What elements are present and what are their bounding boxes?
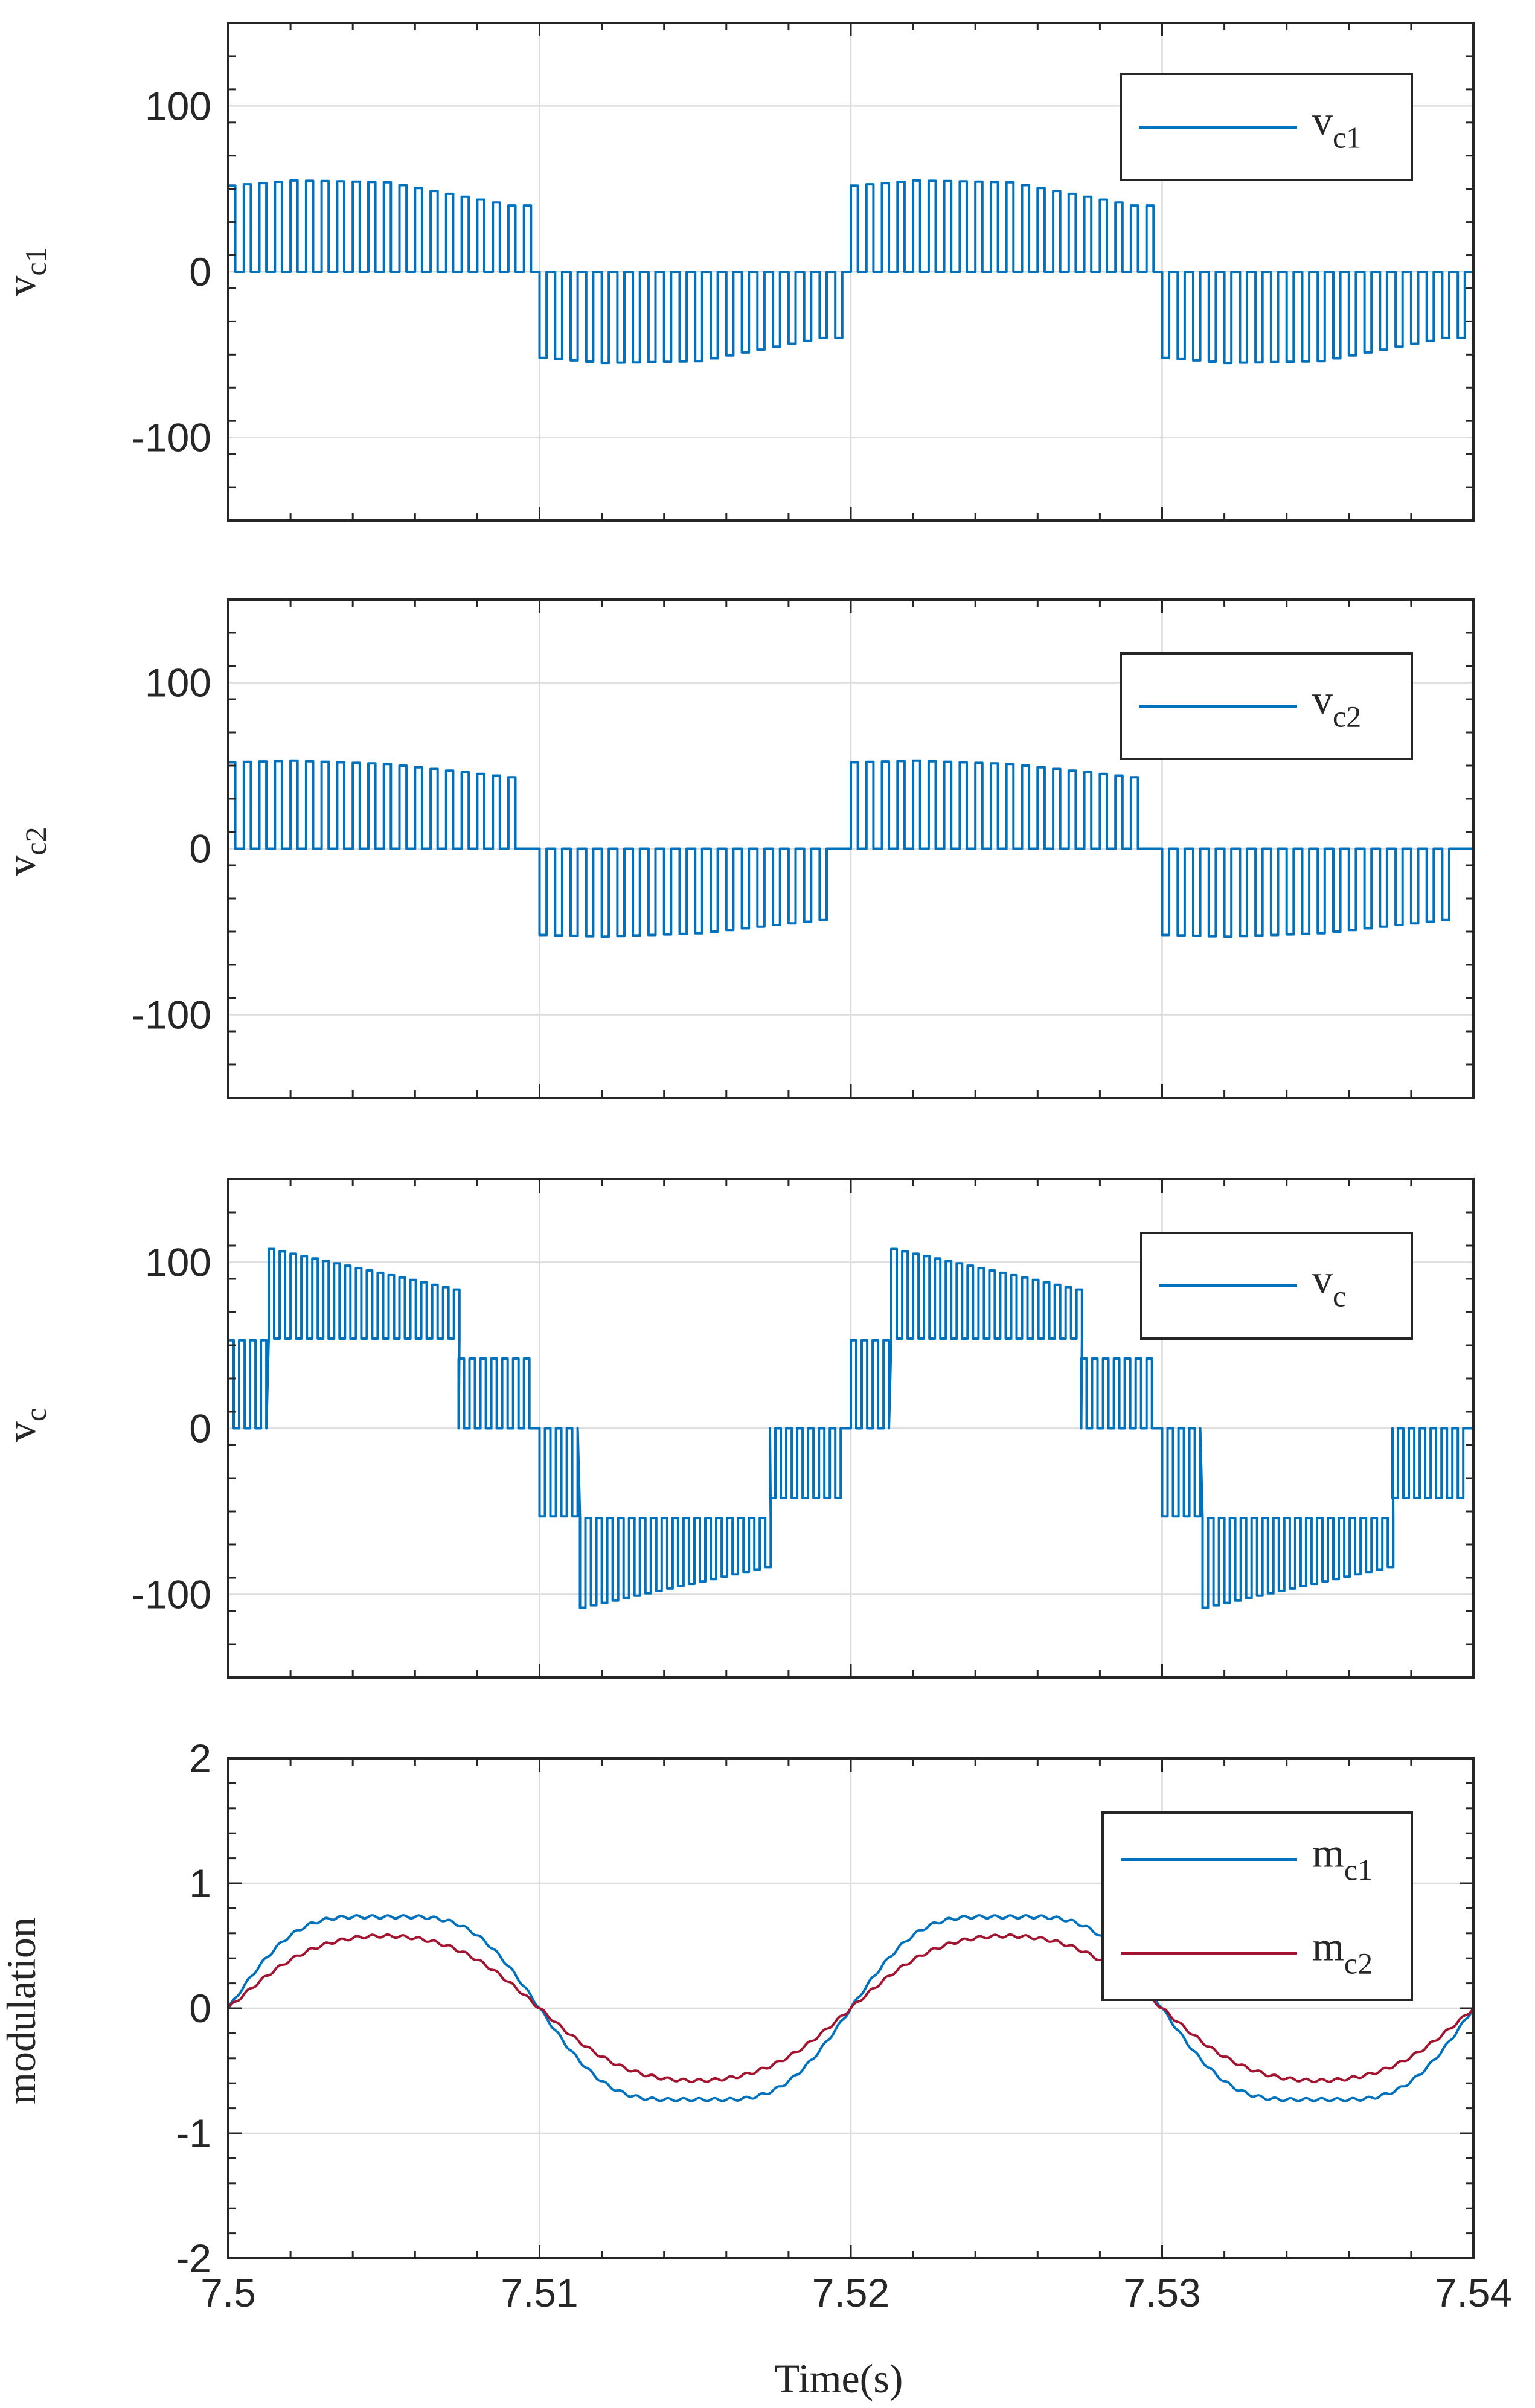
y-tick-labels: -100 0 100 <box>132 83 211 460</box>
y-tick-label: 100 <box>145 661 211 705</box>
series-v_c2 <box>227 759 1473 938</box>
x-axis-label: Time(s) <box>775 2355 903 2401</box>
legend-label-main: v <box>1312 1257 1333 1302</box>
legend-label: vc <box>1312 1257 1346 1313</box>
y-tick-label: 0 <box>189 249 211 294</box>
y-tick-label: 2 <box>189 1736 211 1781</box>
y-tick-label: 0 <box>189 1406 211 1451</box>
legend: vc2 <box>1120 652 1413 760</box>
y-tick-labels: -100 0 100 <box>132 1240 211 1617</box>
series-m_c2 <box>227 1933 1475 2084</box>
series-v_c <box>227 1247 1475 1609</box>
panel-vc: -100 0 100 vc vc <box>0 1178 1475 1679</box>
y-tick-label: 100 <box>145 1240 211 1285</box>
y-tick-labels: -2 -1 0 1 2 <box>176 1736 211 2281</box>
series-lines <box>227 759 1473 938</box>
series-v_c1 <box>227 179 1473 365</box>
panel-modulation: -2 -1 0 1 2 7.5 7.51 7.52 7.53 7.54 modulation m… <box>0 1736 1512 2315</box>
x-tick-label: 7.51 <box>501 2270 578 2315</box>
legend-label-sub: c1 <box>1333 121 1361 155</box>
legend-label: mc2 <box>1312 1924 1373 1981</box>
y-tick-label: -2 <box>176 2236 211 2281</box>
axis-ticks <box>227 22 1475 522</box>
legend-label: vc1 <box>1312 98 1361 155</box>
series-lines <box>227 1914 1475 2102</box>
x-tick-labels: 7.5 7.51 7.52 7.53 7.54 <box>200 2270 1512 2315</box>
legend-label-main: m <box>1312 1830 1344 1876</box>
legend-label-sub: c2 <box>1333 700 1361 734</box>
legend-label: vc2 <box>1312 677 1361 734</box>
panel-vc2: -100 0 100 vc2 vc2 <box>0 598 1475 1099</box>
legend-label: mc1 <box>1312 1830 1373 1887</box>
y-axis-label: modulation <box>0 1917 44 2104</box>
legend-box <box>1101 1811 1413 2001</box>
axis-ticks <box>227 1757 1475 2259</box>
legend: vc <box>1140 1232 1413 1340</box>
legend: vc1 <box>1120 73 1413 181</box>
legend-label-main: v <box>1312 98 1333 144</box>
y-tick-label: 1 <box>189 1861 211 1906</box>
axis-ticks <box>227 1178 1475 1679</box>
legend-label-sub: c <box>1333 1279 1346 1313</box>
y-tick-label: -100 <box>132 415 211 460</box>
y-tick-label: 100 <box>145 83 211 128</box>
y-axis-label: vc2 <box>0 827 53 876</box>
y-tick-label: -1 <box>176 2111 211 2156</box>
legend-label-main: m <box>1312 1924 1344 1970</box>
y-axis-label: vc <box>0 1408 53 1442</box>
axis-ticks <box>227 598 1475 1099</box>
y-tick-label: -100 <box>132 1572 211 1617</box>
legend-label-sub: c1 <box>1344 1853 1373 1887</box>
x-tick-label: 7.5 <box>200 2270 256 2315</box>
legend-label-main: v <box>1312 677 1333 723</box>
x-tick-label: 7.54 <box>1435 2270 1512 2315</box>
y-tick-label: 0 <box>189 1986 211 2031</box>
series-lines <box>227 1247 1475 1609</box>
y-tick-label: -100 <box>132 993 211 1037</box>
panel-vc1: -100 0 100 vc1 vc1 <box>0 22 1475 522</box>
x-tick-label: 7.53 <box>1123 2270 1200 2315</box>
legend-label-sub: c2 <box>1344 1947 1373 1981</box>
y-tick-label: 0 <box>189 827 211 871</box>
y-axis-label: vc1 <box>0 247 53 296</box>
y-tick-labels: -100 0 100 <box>132 661 211 1037</box>
series-lines <box>227 179 1473 365</box>
x-tick-label: 7.52 <box>812 2270 889 2315</box>
